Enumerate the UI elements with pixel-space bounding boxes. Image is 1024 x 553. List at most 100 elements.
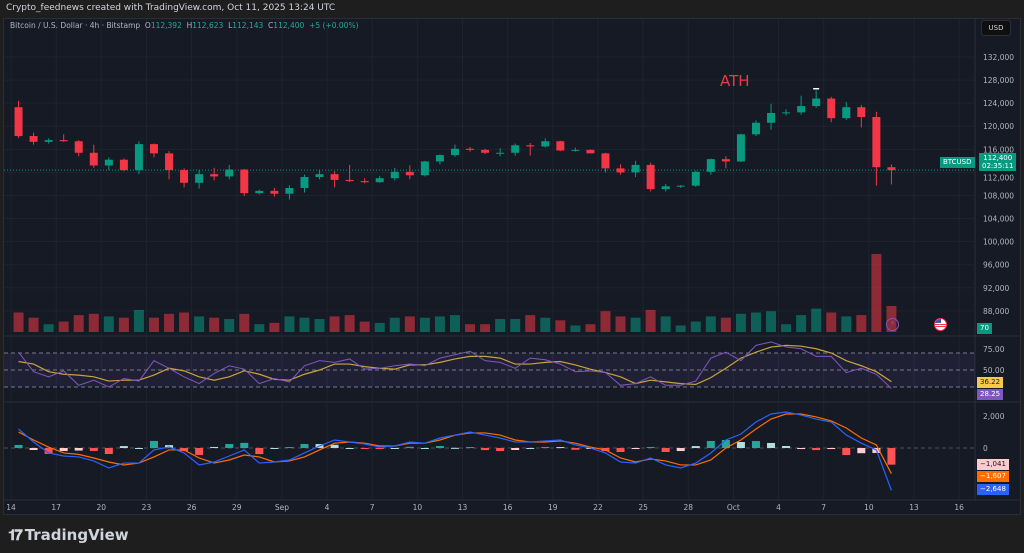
date-tick-label: 4 (776, 503, 781, 512)
macd-histogram-bar (74, 448, 83, 451)
macd-histogram-bar (420, 448, 429, 449)
date-tick-label: 10 (413, 503, 423, 512)
volume-bar (224, 319, 235, 332)
volume-bar (179, 312, 190, 332)
macd-histogram-bar (751, 441, 760, 448)
macd-histogram-bar (44, 448, 53, 454)
candle-body (149, 144, 158, 154)
last-price: 112,400 (983, 154, 1013, 162)
volume-tag: 70 (977, 323, 992, 334)
candle-body (180, 170, 189, 183)
volume-bar (645, 309, 656, 332)
macd-histogram-tag: −1,041 (977, 459, 1009, 470)
chart-panel[interactable] (3, 18, 1021, 515)
lightning-event-icon[interactable]: ⚡ (886, 318, 899, 331)
candle-body (165, 153, 174, 171)
volume-bar (314, 319, 325, 332)
macd-histogram-bar (736, 442, 745, 448)
price-tick-label: 96,000 (983, 261, 1009, 270)
date-tick-label: 10 (864, 503, 874, 512)
volume-bar (600, 311, 611, 332)
price-tick-label: 100,000 (983, 238, 1014, 247)
macd-histogram-bar (255, 448, 264, 455)
currency-button[interactable]: USD (981, 20, 1011, 36)
candle-body (797, 106, 806, 113)
candle-body (586, 149, 595, 154)
candle-body (345, 179, 354, 182)
volume-bar (344, 315, 355, 332)
change-value: +5 (+0.00%) (309, 21, 359, 30)
macd-histogram-bar (119, 446, 128, 448)
macd-line (18, 411, 892, 491)
open-label: O (144, 21, 151, 30)
volume-bar (841, 316, 852, 332)
chart-credit: Crypto_feednews created with TradingView… (6, 3, 336, 13)
volume-bar (359, 321, 370, 332)
volume-bar (58, 321, 69, 332)
candle-body (857, 107, 866, 118)
volume-bar (615, 316, 626, 332)
macd-histogram-bar (526, 448, 535, 449)
macd-histogram-bar (812, 448, 821, 451)
candle-body (767, 112, 776, 123)
macd-histogram-bar (450, 447, 459, 449)
symbol-name: Bitcoin / U.S. Dollar · 4h · Bitstamp (10, 21, 141, 30)
price-tick-label: 120,000 (983, 122, 1014, 131)
rsi-line (18, 341, 892, 389)
rsi-tag: 28.25 (977, 389, 1004, 400)
volume-bar (675, 325, 686, 332)
macd-histogram-bar (240, 442, 249, 448)
volume-bar (660, 316, 671, 332)
candle-body (285, 187, 294, 194)
tradingview-logo-icon: 𝟏𝟕 (8, 526, 23, 544)
macd-histogram-bar (466, 447, 475, 449)
macd-histogram-bar (300, 444, 309, 448)
volume-bar (495, 319, 506, 332)
candle-body (14, 107, 23, 137)
candle-body (300, 177, 309, 188)
candle-body (315, 174, 324, 178)
volume-bar (419, 317, 430, 332)
candle-body (29, 136, 38, 142)
volume-bar (720, 317, 731, 332)
date-tick-label: Oct (727, 503, 740, 512)
candle-body (676, 185, 685, 187)
volume-bar (826, 312, 837, 332)
price-tick-label: 116,000 (983, 145, 1014, 154)
candle-body (89, 152, 98, 166)
candle-body (255, 190, 264, 194)
date-tick-label: 19 (548, 503, 558, 512)
candle-body (571, 149, 580, 151)
macd-histogram-bar (616, 448, 625, 452)
volume-bar (465, 324, 476, 332)
volume-bar (73, 315, 84, 332)
candle-body (375, 178, 384, 183)
macd-histogram-bar (29, 448, 38, 450)
macd-histogram-bar (721, 440, 730, 448)
volume-bar (540, 317, 551, 332)
volume-bar (449, 315, 460, 332)
volume-bar (284, 316, 295, 332)
macd-histogram-bar (857, 448, 866, 454)
logo-text: TradingView (24, 526, 129, 544)
candle-body (541, 141, 550, 147)
price-tick-label: 88,000 (983, 307, 1009, 316)
macd-line-tag: −2,648 (977, 484, 1009, 495)
volume-bar (796, 315, 807, 332)
price-tick-label: 104,000 (983, 215, 1014, 224)
tradingview-logo[interactable]: 𝟏𝟕 TradingView (8, 526, 129, 544)
candle-body (736, 134, 745, 162)
macd-tick-label: 0 (983, 444, 988, 453)
volume-bar (525, 315, 536, 332)
macd-histogram-bar (89, 448, 98, 451)
candle-body (782, 112, 791, 114)
candle-body (481, 149, 490, 153)
candle-body (330, 174, 339, 180)
macd-histogram-bar (782, 446, 791, 448)
us-flag-event-icon[interactable] (934, 318, 947, 331)
macd-histogram-bar (797, 448, 806, 450)
macd-histogram-bar (225, 444, 234, 448)
date-tick-label: 16 (503, 503, 513, 512)
date-tick-label: 22 (593, 503, 603, 512)
